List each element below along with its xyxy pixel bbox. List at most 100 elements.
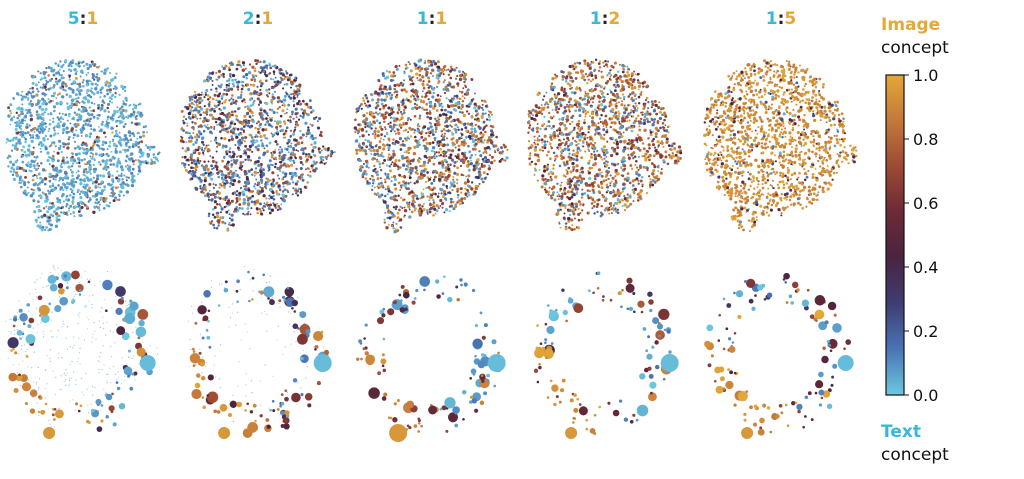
scatter-point xyxy=(134,140,138,144)
scatter-point xyxy=(94,284,96,286)
scatter-point xyxy=(69,346,71,348)
scatter-point xyxy=(233,110,237,113)
scatter-point xyxy=(43,427,56,439)
scatter-point xyxy=(20,125,23,128)
scatter-point xyxy=(111,119,114,122)
scatter-point xyxy=(300,393,304,397)
scatter-point xyxy=(196,156,200,160)
scatter-point xyxy=(46,210,50,214)
scatter-point xyxy=(110,126,114,130)
scatter-point xyxy=(279,124,282,128)
scatter-point xyxy=(183,163,187,166)
scatter-point xyxy=(70,170,74,174)
scatter-point xyxy=(95,73,99,76)
scatter-point xyxy=(251,391,253,394)
scatter-point xyxy=(277,83,280,86)
scatter-point xyxy=(415,197,419,200)
scatter-point xyxy=(244,323,246,325)
scatter-point xyxy=(56,221,59,223)
scatter-point xyxy=(192,312,194,314)
scatter-point xyxy=(365,165,369,168)
scatter-point xyxy=(217,99,220,102)
scatter-point xyxy=(250,136,254,139)
scatter-point xyxy=(31,178,35,182)
scatter-point xyxy=(40,161,43,165)
panel-title-ratio: 2:1 xyxy=(243,9,274,29)
scatter-point xyxy=(392,206,396,209)
scatter-point xyxy=(443,135,446,138)
scatter-point xyxy=(56,336,58,338)
scatter-point xyxy=(247,169,251,173)
scatter-point xyxy=(482,120,486,124)
scatter-point xyxy=(91,91,94,94)
scatter-point xyxy=(124,375,126,377)
scatter-point xyxy=(208,189,211,192)
scatter-point xyxy=(124,96,128,101)
scatter-point xyxy=(104,162,108,166)
scatter-point xyxy=(253,78,257,81)
scatter-point xyxy=(25,163,28,166)
scatter-point xyxy=(391,161,394,164)
scatter-point xyxy=(431,95,435,99)
scatter-point xyxy=(284,396,289,402)
scatter-point xyxy=(244,101,247,104)
scatter-point xyxy=(400,196,402,199)
scatter-point xyxy=(195,138,199,141)
scatter-point xyxy=(307,403,312,408)
scatter-point xyxy=(468,194,471,197)
scatter-point xyxy=(466,180,470,183)
scatter-point xyxy=(110,187,114,191)
scatter-point xyxy=(380,98,384,102)
scatter-point xyxy=(35,381,37,383)
scatter-point xyxy=(180,109,184,113)
scatter-point xyxy=(26,148,31,152)
scatter-point xyxy=(274,90,276,93)
scatter-point xyxy=(305,377,307,379)
scatter-point xyxy=(454,146,457,149)
scatter-point xyxy=(288,144,293,149)
scatter-point xyxy=(356,107,360,111)
scatter-point xyxy=(445,155,448,158)
scatter-point xyxy=(113,109,117,114)
scatter-point xyxy=(93,78,96,81)
scatter-point xyxy=(54,62,57,65)
scatter-point xyxy=(35,168,38,171)
scatter-point xyxy=(192,364,196,367)
scatter-point xyxy=(299,129,302,133)
scatter-point xyxy=(104,199,107,203)
scatter-point xyxy=(214,105,218,108)
scatter-point xyxy=(245,175,249,179)
scatter-point xyxy=(10,166,14,170)
scatter-point xyxy=(102,101,106,105)
scatter-point xyxy=(396,128,399,130)
scatter-point xyxy=(294,112,298,116)
scatter-point xyxy=(267,207,270,210)
scatter-point xyxy=(443,190,447,194)
scatter-point xyxy=(90,128,93,131)
scatter-point xyxy=(279,114,283,118)
scatter-point xyxy=(263,134,266,137)
scatter-point xyxy=(258,132,261,135)
scatter-point xyxy=(111,183,114,186)
scatter-point xyxy=(144,144,148,147)
scatter-point xyxy=(378,140,382,143)
scatter-point xyxy=(494,151,497,154)
scatter-point xyxy=(259,79,262,82)
scatter-point xyxy=(481,99,484,102)
scatter-point xyxy=(211,156,215,159)
scatter-point xyxy=(223,156,226,160)
scatter-point xyxy=(278,80,282,84)
scatter-point xyxy=(83,294,85,296)
scatter-point xyxy=(428,210,432,214)
scatter-point xyxy=(57,122,60,125)
scatter-point xyxy=(311,124,314,127)
scatter-point xyxy=(412,95,415,98)
scatter-point xyxy=(53,109,56,113)
scatter-point xyxy=(95,177,100,181)
scatter-point xyxy=(260,189,265,193)
scatter-point xyxy=(116,119,119,122)
scatter-point xyxy=(208,100,211,104)
scatter-point xyxy=(400,116,404,120)
scatter-point xyxy=(30,94,33,97)
scatter-point xyxy=(282,120,286,124)
